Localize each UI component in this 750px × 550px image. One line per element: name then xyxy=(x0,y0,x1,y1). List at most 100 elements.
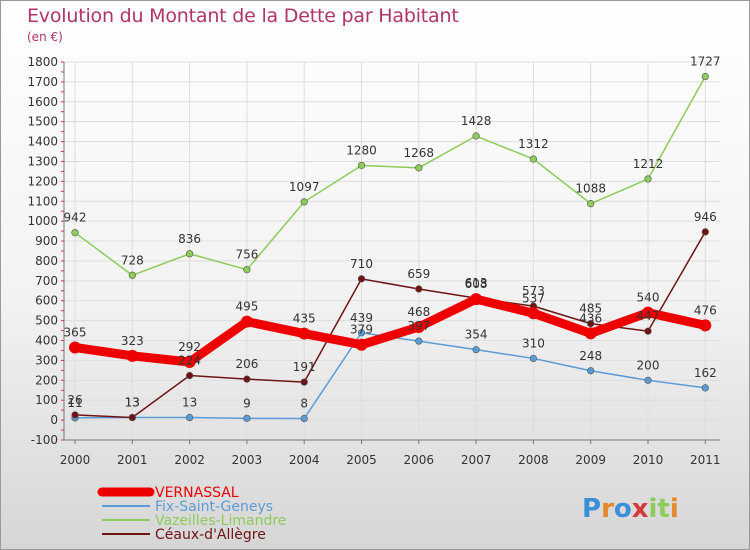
data-point xyxy=(186,413,194,422)
data-point xyxy=(642,306,654,319)
data-point xyxy=(415,285,423,293)
data-point xyxy=(701,228,709,236)
data-point xyxy=(529,155,538,163)
data-point xyxy=(584,327,597,340)
y-tick-label: 600 xyxy=(35,294,58,308)
data-point xyxy=(412,320,425,333)
x-tick-label: 2003 xyxy=(232,453,263,467)
data-label: 476 xyxy=(694,303,717,317)
legend-label: VERNASSAL xyxy=(155,485,239,501)
data-point xyxy=(240,315,253,328)
y-tick-label: 1000 xyxy=(27,214,58,228)
x-tick-label: 2009 xyxy=(575,453,606,467)
data-label: 9 xyxy=(243,396,251,410)
data-point xyxy=(357,275,366,283)
data-label: 13 xyxy=(182,396,197,410)
data-point xyxy=(644,376,652,384)
data-point xyxy=(298,327,311,340)
data-label: 292 xyxy=(178,340,201,354)
data-point xyxy=(357,161,366,170)
x-tick-label: 2006 xyxy=(404,453,435,467)
series-line-vernassal xyxy=(70,294,710,367)
legend-label: Vazeilles-Limandre xyxy=(155,513,286,529)
y-tick-label: 1600 xyxy=(27,95,58,109)
x-tick-label: 2004 xyxy=(289,453,320,467)
proxiti-logo: Proxiti xyxy=(582,494,679,524)
legend-label: Céaux-d'Allègre xyxy=(155,527,266,543)
data-label: 946 xyxy=(694,210,717,224)
data-label: 836 xyxy=(178,232,201,246)
data-point xyxy=(300,198,308,206)
data-point xyxy=(357,329,366,337)
y-tick-label: -100 xyxy=(31,433,58,447)
data-label: 323 xyxy=(121,334,144,348)
y-tick-label: 100 xyxy=(35,393,58,407)
data-label: 1212 xyxy=(633,157,664,171)
y-tick-label: 900 xyxy=(35,234,58,248)
data-label: 354 xyxy=(465,328,488,342)
y-tick-label: 800 xyxy=(35,254,58,268)
data-label: 659 xyxy=(407,267,430,281)
x-tick-label: 2007 xyxy=(461,453,492,467)
y-tick-label: 1400 xyxy=(27,135,58,149)
data-label: 540 xyxy=(637,291,660,305)
data-point xyxy=(527,307,540,320)
data-label: 26 xyxy=(67,393,82,407)
data-point xyxy=(71,229,79,237)
data-label: 191 xyxy=(293,360,316,374)
y-tick-label: 1500 xyxy=(27,115,58,129)
data-label: 365 xyxy=(64,325,87,339)
data-point xyxy=(128,413,136,422)
data-point xyxy=(587,200,595,208)
data-label: 11 xyxy=(67,396,82,410)
data-point xyxy=(472,132,480,140)
data-point xyxy=(243,375,251,383)
data-label: 8 xyxy=(300,397,308,411)
x-tick-label: 2008 xyxy=(518,453,549,467)
data-label: 728 xyxy=(121,253,144,267)
data-point xyxy=(587,367,595,375)
data-label: 224 xyxy=(178,354,201,368)
data-point xyxy=(415,164,423,172)
y-tick-label: 400 xyxy=(35,334,58,348)
data-label: 435 xyxy=(293,312,316,326)
y-tick-label: 1800 xyxy=(27,55,58,69)
data-label: 613 xyxy=(465,276,488,290)
y-tick-label: 200 xyxy=(35,373,58,387)
data-label: 447 xyxy=(637,309,660,323)
data-point xyxy=(701,72,709,81)
data-label: 206 xyxy=(235,357,258,371)
data-label: 436 xyxy=(579,311,602,325)
data-label: 1088 xyxy=(575,182,606,196)
series-line-fix-saint-geneys xyxy=(74,332,707,420)
y-tick-label: 500 xyxy=(35,314,58,328)
data-point xyxy=(183,356,196,369)
chart-unit-label: (en €) xyxy=(27,30,63,44)
y-tick-label: 1300 xyxy=(27,154,58,168)
data-point xyxy=(69,341,81,354)
x-tick-label: 2005 xyxy=(346,453,377,467)
data-label: 1428 xyxy=(461,114,492,128)
data-point xyxy=(415,337,423,345)
y-tick-label: 1700 xyxy=(27,75,58,89)
data-label: 379 xyxy=(350,323,373,337)
data-label: 495 xyxy=(235,300,258,314)
data-point xyxy=(472,346,480,354)
data-point xyxy=(71,411,79,419)
data-label: 942 xyxy=(64,211,87,225)
data-label: 13 xyxy=(125,396,140,410)
data-label: 248 xyxy=(579,349,602,363)
data-point xyxy=(186,371,194,380)
data-point xyxy=(300,378,308,386)
data-label: 1727 xyxy=(690,55,721,69)
y-tick-label: 1200 xyxy=(27,174,58,188)
data-label: 468 xyxy=(407,305,430,319)
data-label: 1097 xyxy=(289,180,320,194)
legend-label: Fix-Saint-Geneys xyxy=(155,499,273,515)
data-point xyxy=(699,319,712,332)
data-label: 1268 xyxy=(404,146,435,160)
data-point xyxy=(243,414,251,422)
data-label: 200 xyxy=(637,358,660,372)
